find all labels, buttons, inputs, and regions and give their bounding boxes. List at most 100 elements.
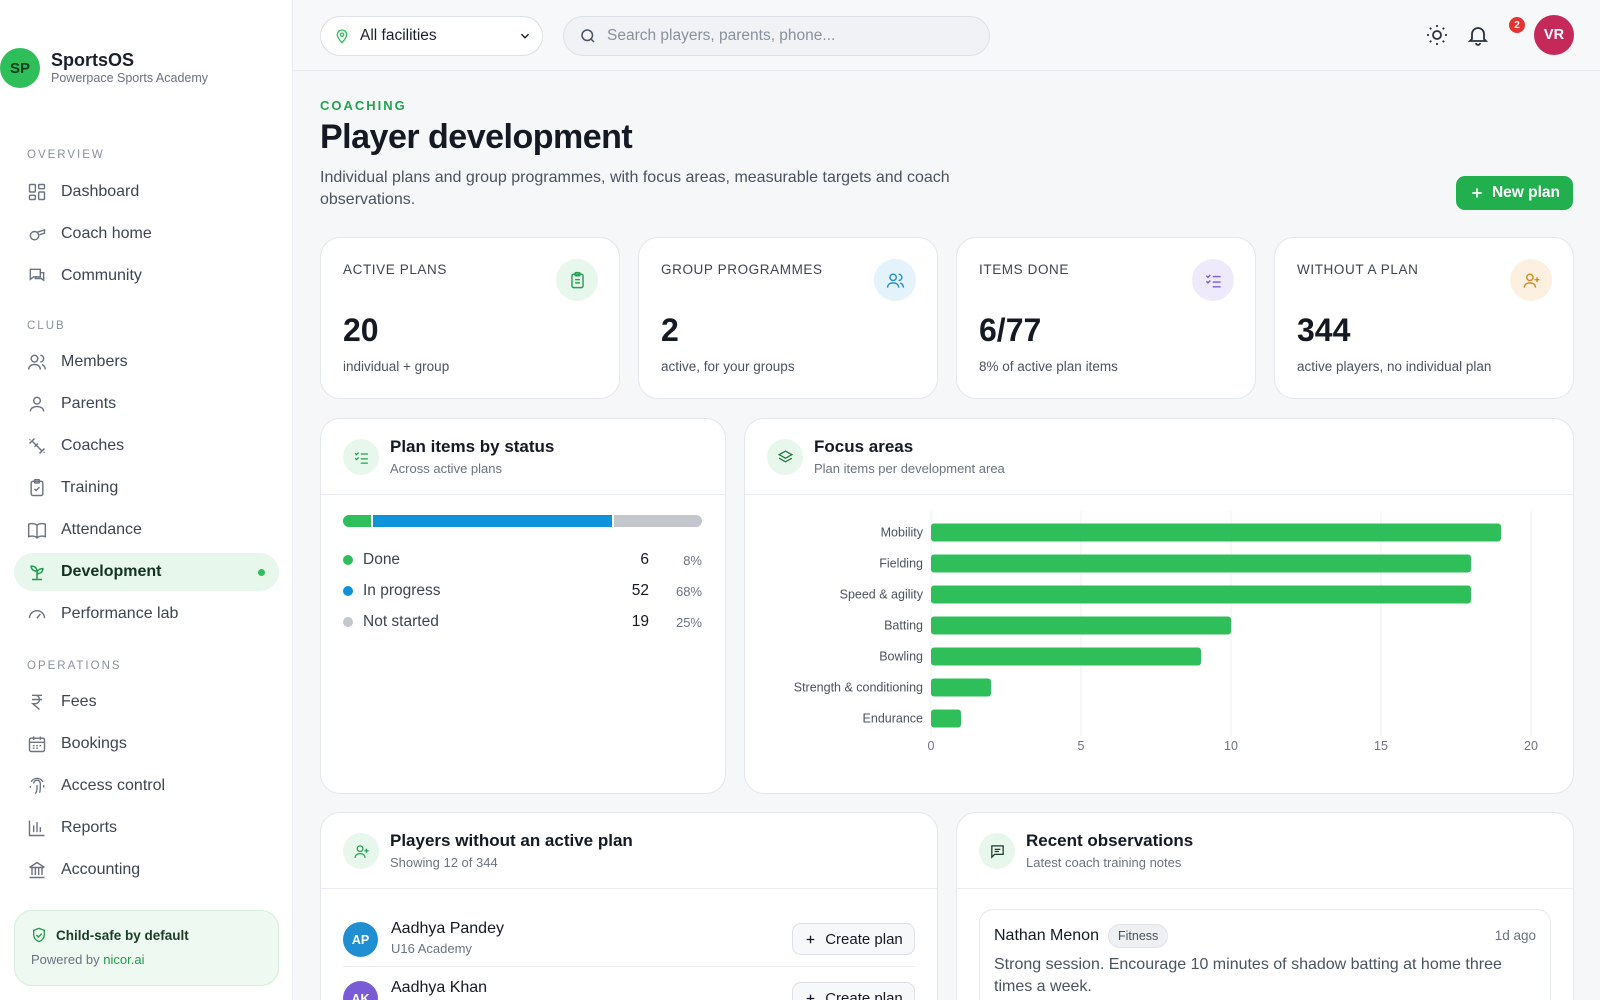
active-indicator-dot (258, 568, 265, 576)
sidebar-item-fees[interactable]: Fees (14, 683, 279, 721)
sun-icon[interactable] (1425, 23, 1449, 47)
powered-by-link[interactable]: nicor.ai (103, 952, 145, 967)
clipboard-icon (30, 478, 44, 497)
status-count: 19 (631, 613, 649, 630)
user-icon (29, 396, 45, 412)
player-name[interactable]: Aadhya Pandey (391, 920, 504, 937)
sidebar-item-coach-home[interactable]: Coach home (14, 215, 279, 253)
stat-value: 2 (661, 312, 679, 348)
users-icon (874, 259, 916, 301)
y-category-label: Mobility (881, 526, 924, 540)
players-without-plan-card: Players without an active plan Showing 1… (320, 812, 938, 1000)
stat-value: 6/77 (979, 312, 1042, 348)
page-eyebrow: COACHING (320, 98, 407, 113)
status-row-done: Done 6 8% (343, 549, 702, 571)
user-plus-icon (1510, 259, 1552, 301)
sidebar-item-dashboard[interactable]: Dashboard (14, 173, 279, 211)
page-title: Player development (320, 118, 633, 156)
sidebar-item-members[interactable]: Members (14, 343, 279, 381)
location-pin-icon (336, 29, 348, 44)
y-category-label: Endurance (863, 712, 924, 726)
plus-icon (1472, 188, 1482, 198)
sidebar-item-training[interactable]: Training (14, 469, 279, 507)
status-percent: 25% (675, 614, 702, 630)
sidebar-item-attendance[interactable]: Attendance (14, 511, 279, 549)
stat-card-without-plan: WITHOUT A PLAN 344 active players, no in… (1274, 237, 1574, 399)
stat-label: WITHOUT A PLAN (1297, 262, 1419, 277)
child-safe-title: Child-safe by default (56, 927, 189, 943)
create-plan-button[interactable]: Create plan (792, 923, 915, 955)
sidebar-item-label: Dashboard (61, 183, 140, 200)
observation-text: Strong session. Encourage 10 minutes of … (994, 956, 1502, 995)
sidebar-item-community[interactable]: Community (14, 257, 279, 295)
sprout-icon (30, 565, 44, 581)
sidebar-item-development[interactable]: Development (14, 553, 279, 591)
book-icon (27, 522, 47, 539)
brand-name: SportsOS (51, 50, 135, 70)
card-subtitle: Plan items per development area (814, 461, 1005, 476)
status-bar-segment (343, 515, 371, 527)
stat-label: GROUP PROGRAMMES (661, 262, 823, 277)
stat-card-group-programmes: GROUP PROGRAMMES 2 active, for your grou… (638, 237, 938, 399)
status-dot (343, 586, 353, 596)
sidebar-item-accounting[interactable]: Accounting (14, 851, 279, 889)
layers-icon (767, 439, 803, 475)
chevron-down-icon (520, 33, 530, 39)
player-avatar: AK (343, 981, 378, 1000)
notification-badge: 2 (1509, 17, 1525, 33)
stat-label: ITEMS DONE (979, 262, 1070, 277)
x-tick-label: 10 (1224, 739, 1238, 753)
card-title: Plan items by status (390, 437, 555, 456)
focus-areas-chart: 0 5 10 15 20 Mobility Fielding Speed & agility B… (794, 511, 1538, 753)
sidebar-item-label: Attendance (61, 521, 142, 538)
plus-icon (806, 935, 815, 943)
sidebar-item-access-control[interactable]: Access control (14, 767, 279, 805)
sidebar-item-performance-lab[interactable]: Performance lab (14, 595, 279, 633)
shield-check-icon (33, 927, 45, 943)
status-bar-segment (372, 515, 613, 527)
sidebar-item-label: Accounting (61, 861, 141, 878)
sidebar-item-label: Members (61, 353, 128, 370)
sidebar-item-coaches[interactable]: Coaches (14, 427, 279, 465)
y-category-label: Strength & conditioning (794, 681, 923, 695)
focus-bar (931, 647, 1201, 666)
brand[interactable]: SP SportsOS Powerpace Sports Academy (0, 48, 208, 88)
nav-section-overview: OVERVIEW (27, 149, 105, 161)
sidebar-item-reports[interactable]: Reports (14, 809, 279, 847)
sidebar-item-label: Parents (61, 395, 117, 412)
user-plus-icon (343, 833, 379, 869)
message-icon (979, 833, 1015, 869)
new-plan-button[interactable]: New plan (1456, 176, 1573, 210)
sidebar-item-bookings[interactable]: Bookings (14, 725, 279, 763)
observation-item[interactable]: Nathan Menon Fitness 1d ago Strong sessi… (979, 909, 1551, 1000)
player-name[interactable]: Aadhya Khan (391, 979, 488, 996)
facility-select[interactable]: All facilities (320, 16, 543, 56)
sidebar-item-label: Performance lab (61, 605, 179, 622)
status-bar-segment (614, 515, 702, 527)
facility-select-value: All facilities (360, 27, 437, 44)
y-category-label: Fielding (879, 557, 923, 571)
bell-icon[interactable] (1466, 23, 1490, 47)
stat-card-items-done: ITEMS DONE 6/77 8% of active plan items (956, 237, 1256, 399)
create-plan-button[interactable]: Create plan (792, 982, 915, 1000)
stat-subtext: active, for your groups (661, 359, 795, 374)
stat-subtext: individual + group (343, 359, 450, 374)
status-label: In progress (363, 582, 441, 599)
search-input[interactable] (607, 27, 967, 45)
sidebar-item-parents[interactable]: Parents (14, 385, 279, 423)
player-row: AK Aadhya Khan Create plan (343, 968, 915, 1000)
focus-bar (931, 585, 1471, 604)
focus-bar (931, 678, 991, 697)
nav-section-operations: OPERATIONS (27, 660, 122, 672)
search-bar[interactable] (563, 16, 990, 56)
observation-time: 1d ago (1494, 928, 1536, 943)
x-tick-label: 15 (1374, 739, 1388, 753)
search-icon (581, 29, 595, 43)
user-avatar[interactable]: VR (1534, 15, 1574, 55)
status-stacked-bar (343, 515, 702, 527)
powered-by-label: Powered by (31, 952, 104, 967)
status-row-not-started: Not started 19 25% (343, 611, 702, 633)
status-count: 52 (631, 582, 649, 599)
status-label: Done (363, 551, 401, 568)
users-icon (27, 354, 47, 370)
